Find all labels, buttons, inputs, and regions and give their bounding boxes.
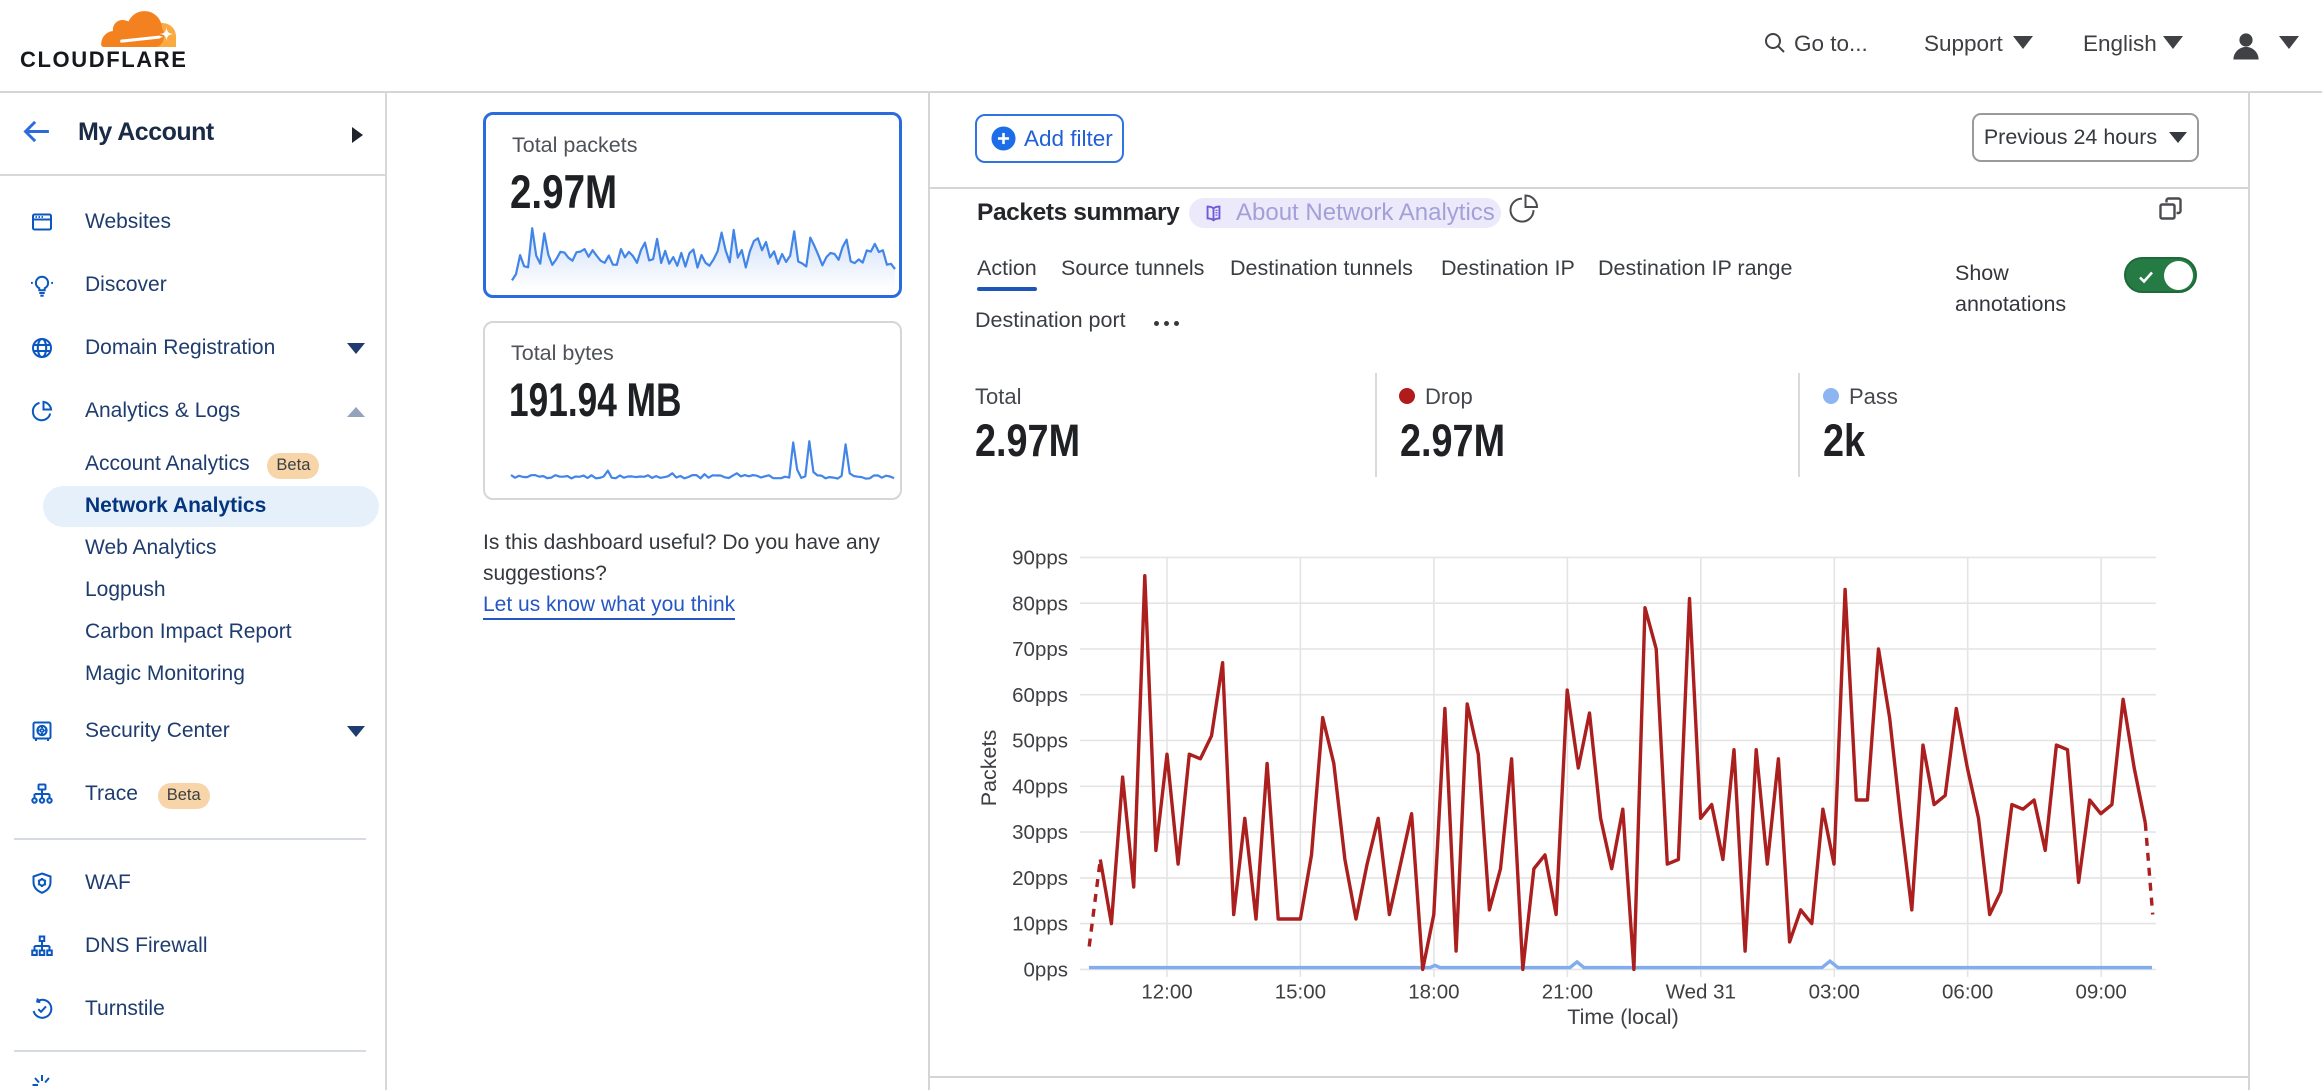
svg-text:06:00: 06:00 (1942, 981, 1993, 1004)
svg-text:20pps: 20pps (1012, 867, 1068, 890)
svg-text:40pps: 40pps (1012, 775, 1068, 798)
svg-text:21:00: 21:00 (1542, 981, 1593, 1004)
svg-text:70pps: 70pps (1012, 638, 1068, 661)
svg-text:Time (local): Time (local) (1567, 1005, 1679, 1029)
svg-text:30pps: 30pps (1012, 821, 1068, 844)
svg-text:15:00: 15:00 (1275, 981, 1326, 1004)
svg-text:0pps: 0pps (1024, 959, 1068, 982)
svg-text:50pps: 50pps (1012, 730, 1068, 753)
svg-text:90pps: 90pps (1012, 547, 1068, 570)
svg-text:03:00: 03:00 (1809, 981, 1860, 1004)
svg-text:80pps: 80pps (1012, 592, 1068, 615)
svg-text:09:00: 09:00 (2076, 981, 2127, 1004)
svg-text:Packets: Packets (977, 730, 1001, 806)
svg-text:60pps: 60pps (1012, 684, 1068, 707)
svg-text:18:00: 18:00 (1408, 981, 1459, 1004)
svg-text:10pps: 10pps (1012, 913, 1068, 936)
svg-text:Wed 31: Wed 31 (1666, 981, 1736, 1004)
svg-text:12:00: 12:00 (1141, 981, 1192, 1004)
